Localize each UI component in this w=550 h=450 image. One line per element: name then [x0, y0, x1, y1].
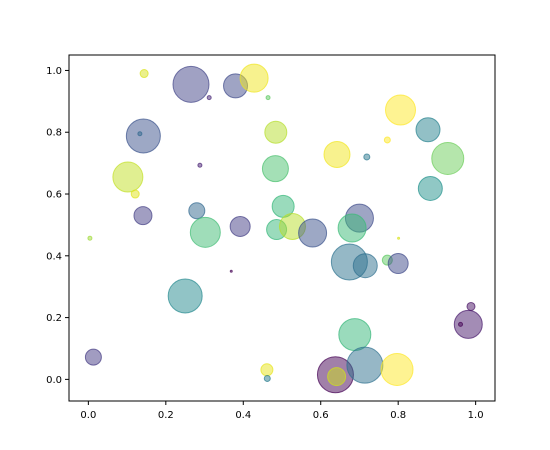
scatter-point-17	[112, 161, 144, 193]
scatter-point-36	[229, 269, 233, 273]
scatter-point-42	[84, 348, 102, 366]
scatter-point-12	[323, 140, 351, 168]
scatter-point-46	[327, 367, 347, 387]
scatter-point-48	[380, 352, 414, 386]
y-tick-label-1: 0.2	[46, 313, 62, 324]
scatter-point-8	[125, 118, 161, 154]
scatter-point-13	[363, 153, 371, 161]
scatter-point-35	[87, 235, 93, 241]
scatter-point-39	[453, 309, 483, 339]
y-tick-label-5: 1.0	[46, 66, 62, 77]
y-tick-label-2: 0.4	[46, 251, 62, 262]
scatter-point-24	[229, 215, 251, 237]
y-tick-label-0: 0.0	[46, 375, 62, 386]
scatter-point-33	[387, 253, 409, 275]
scatter-point-44	[263, 374, 271, 382]
x-tick-label-4: 0.8	[390, 410, 406, 421]
scatter-point-34	[397, 236, 401, 240]
scatter-point-27	[298, 218, 328, 248]
scatter-point-10	[264, 120, 288, 144]
scatter-point-4	[206, 95, 212, 101]
scatter-point-0	[172, 65, 210, 103]
scatter-point-20	[133, 206, 153, 226]
scatter-point-38	[338, 318, 372, 352]
scatter-point-23	[189, 216, 221, 248]
axes-frame	[68, 54, 496, 402]
scatter-point-14	[383, 136, 391, 144]
scatter-point-6	[385, 94, 417, 126]
scatter-point-41	[458, 321, 464, 327]
scatter-point-15	[197, 162, 203, 168]
scatter-point-5	[265, 95, 271, 101]
scatter-point-7	[415, 117, 441, 143]
scatter-point-11	[431, 141, 465, 175]
scatter-point-18	[130, 189, 140, 199]
scatter-point-9	[137, 131, 143, 137]
y-tick-label-4: 0.8	[46, 128, 62, 139]
x-tick-label-5: 1.0	[468, 410, 484, 421]
x-axis: 0.0 0.2 0.4 0.6 0.8 1.0	[80, 401, 484, 421]
scatter-point-16	[261, 155, 289, 183]
scatter-point-29	[337, 213, 367, 243]
scatter-point-2	[239, 63, 269, 93]
scatter-point-40	[466, 301, 476, 311]
x-tick-label-2: 0.4	[235, 410, 251, 421]
scatter-point-37	[167, 278, 203, 314]
scatter-point-21	[188, 202, 206, 220]
bubble-layer	[84, 63, 483, 394]
scatter-point-43	[260, 363, 274, 377]
x-tick-label-0: 0.0	[80, 410, 96, 421]
x-tick-label-1: 0.2	[158, 410, 174, 421]
scatter-point-19	[417, 175, 443, 201]
scatter-point-47	[346, 346, 384, 384]
scatter-point-31	[352, 253, 378, 279]
x-tick-label-3: 0.6	[313, 410, 329, 421]
y-axis: 0.0 0.2 0.4 0.6 0.8 1.0	[46, 66, 69, 386]
scatter-point-3	[139, 69, 149, 79]
y-tick-label-3: 0.6	[46, 190, 62, 201]
